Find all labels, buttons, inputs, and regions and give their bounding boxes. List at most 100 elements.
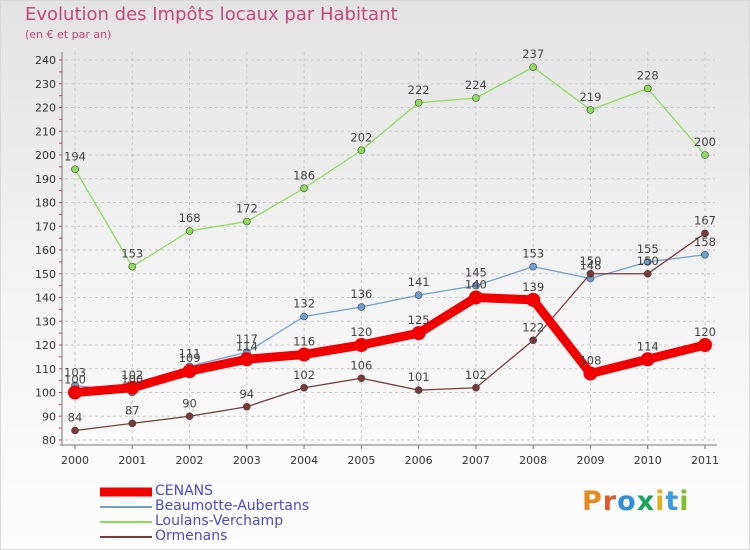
data-label-loulans-verchamp: 200 xyxy=(694,135,716,149)
data-point-loulans-verchamp xyxy=(643,84,652,93)
data-point-ormenans xyxy=(71,426,79,435)
data-point-loulans-verchamp xyxy=(71,165,79,174)
data-label-beaumotte-aubertans: 148 xyxy=(579,259,601,273)
y-tick-label: 180 xyxy=(35,197,56,210)
data-label-loulans-verchamp: 153 xyxy=(121,247,143,261)
series-line-loulans-verchamp xyxy=(74,66,706,268)
legend-swatch-ormenans xyxy=(100,535,152,538)
data-point-loulans-verchamp xyxy=(586,106,595,114)
data-label-ormenans: 122 xyxy=(522,320,544,334)
data-label-cenans: 114 xyxy=(637,339,659,353)
data-label-cenans: 116 xyxy=(293,335,315,349)
y-tick-label: 170 xyxy=(35,220,56,233)
x-tick-label: 2005 xyxy=(347,454,375,467)
y-tick-label: 210 xyxy=(35,125,56,138)
series-line-ormenans xyxy=(74,232,706,432)
data-label-cenans: 140 xyxy=(465,278,487,292)
data-point-beaumotte-aubertans xyxy=(300,312,308,321)
data-label-beaumotte-aubertans: 132 xyxy=(293,297,315,311)
data-point-ormenans xyxy=(243,402,251,411)
data-point-cenans xyxy=(239,352,254,367)
data-label-beaumotte-aubertans: 145 xyxy=(465,266,487,280)
chart-subtitle: (en € et par an) xyxy=(25,28,112,41)
data-label-beaumotte-aubertans: 153 xyxy=(522,247,544,261)
data-point-loulans-verchamp xyxy=(243,217,251,226)
data-point-ormenans xyxy=(472,383,480,392)
data-point-beaumotte-aubertans xyxy=(529,262,537,271)
legend-swatch-beaumotte-aubertans xyxy=(100,505,152,508)
x-tick-label: 2000 xyxy=(61,454,89,467)
data-label-beaumotte-aubertans: 111 xyxy=(179,346,201,360)
data-point-loulans-verchamp xyxy=(300,184,308,193)
legend-swatch-cenans xyxy=(100,487,152,496)
data-point-ormenans xyxy=(586,269,595,278)
data-label-cenans: 125 xyxy=(408,313,430,327)
y-tick-label: 240 xyxy=(35,54,56,67)
data-label-cenans: 109 xyxy=(179,351,201,365)
y-tick-label: 220 xyxy=(35,102,56,115)
data-point-loulans-verchamp xyxy=(357,146,366,155)
y-tick-label: 150 xyxy=(35,268,56,281)
data-label-ormenans: 84 xyxy=(68,411,83,425)
proxiti-logo: Proxiti xyxy=(582,486,690,517)
data-label-beaumotte-aubertans: 136 xyxy=(350,287,372,301)
data-label-loulans-verchamp: 172 xyxy=(236,202,258,216)
data-point-loulans-verchamp xyxy=(472,94,480,102)
data-label-cenans: 102 xyxy=(121,368,143,382)
logo-letter: r xyxy=(602,486,618,517)
data-label-loulans-verchamp: 219 xyxy=(579,90,601,104)
logo-letter: i xyxy=(655,486,666,517)
x-tick-label: 2003 xyxy=(233,454,261,467)
legend-swatch-loulans-verchamp xyxy=(100,520,152,523)
data-label-beaumotte-aubertans: 117 xyxy=(236,332,258,346)
data-point-ormenans xyxy=(300,383,308,392)
data-label-loulans-verchamp: 168 xyxy=(179,211,201,225)
data-label-ormenans: 167 xyxy=(694,213,716,227)
data-label-ormenans: 150 xyxy=(637,254,659,268)
grid xyxy=(65,52,715,442)
data-point-beaumotte-aubertans xyxy=(701,250,709,259)
y-tick-label: 190 xyxy=(35,173,56,186)
data-point-ormenans xyxy=(128,419,137,428)
data-point-beaumotte-aubertans xyxy=(472,281,480,290)
x-tick-label: 2008 xyxy=(519,454,547,467)
data-point-cenans xyxy=(526,292,541,307)
data-label-ormenans: 101 xyxy=(408,370,430,384)
x-tick-label: 2011 xyxy=(691,454,719,467)
chart-title: Evolution des Impôts locaux par Habitant xyxy=(25,4,398,25)
data-label-ormenans: 102 xyxy=(293,368,315,382)
data-point-beaumotte-aubertans xyxy=(643,258,652,266)
data-label-loulans-verchamp: 202 xyxy=(350,130,372,144)
data-point-cenans xyxy=(354,338,369,352)
data-point-ormenans xyxy=(414,386,423,394)
data-point-ormenans xyxy=(529,336,537,345)
data-label-ormenans: 106 xyxy=(350,358,372,372)
legend-label-ormenans: Ormenans xyxy=(155,528,228,544)
data-point-cenans xyxy=(125,380,140,395)
data-label-loulans-verchamp: 194 xyxy=(64,149,86,163)
data-label-ormenans: 102 xyxy=(465,368,487,382)
data-label-cenans: 114 xyxy=(236,339,258,353)
data-label-ormenans: 94 xyxy=(239,387,254,401)
legend-label-beaumotte-aubertans: Beaumotte-Aubertans xyxy=(155,498,310,514)
legend: CENANS Beaumotte-Aubertans Loulans-Verch… xyxy=(100,484,309,544)
y-tick-label: 230 xyxy=(35,78,56,91)
data-point-ormenans xyxy=(643,269,652,278)
series xyxy=(68,63,712,435)
data-label-beaumotte-aubertans: 100 xyxy=(121,373,143,387)
legend-item-ormenans: Ormenans xyxy=(100,529,309,544)
data-point-cenans xyxy=(182,364,197,379)
data-label-loulans-verchamp: 228 xyxy=(637,69,659,83)
y-tick-label: 90 xyxy=(42,410,56,423)
data-label-beaumotte-aubertans: 155 xyxy=(637,242,659,256)
y-tick-label: 140 xyxy=(35,292,56,305)
data-label-ormenans: 150 xyxy=(579,254,601,268)
y-tick-label: 120 xyxy=(35,339,56,352)
data-point-cenans xyxy=(411,326,426,341)
data-label-loulans-verchamp: 224 xyxy=(465,78,487,92)
data-point-ormenans xyxy=(185,412,194,421)
x-tick-label: 2010 xyxy=(634,454,662,467)
data-point-cenans xyxy=(583,366,598,381)
